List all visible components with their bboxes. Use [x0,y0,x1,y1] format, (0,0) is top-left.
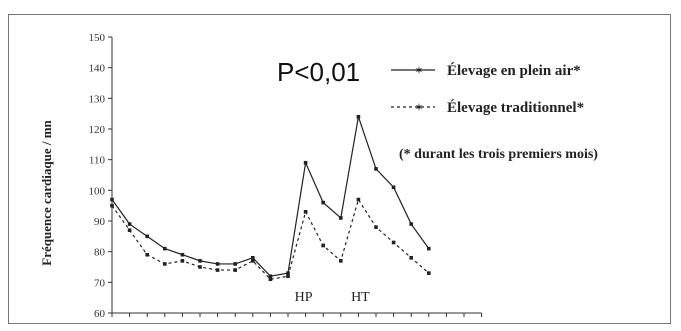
data-point [251,259,255,263]
data-point [427,271,431,275]
data-point [409,222,413,226]
legend-entry-traditionnel: Élevage traditionnel* [447,99,584,116]
series-2 [110,197,431,282]
data-point [303,160,308,165]
legend-solid-marker: ✶ [414,65,423,77]
y-tick-label: 130 [89,93,106,105]
series-layer [110,114,431,282]
legend-dashed-marker: ✶ [414,102,423,114]
data-point [110,197,114,202]
series-line [111,116,430,277]
data-point [339,259,343,263]
y-tick-label: 100 [89,185,106,197]
data-point [427,246,431,251]
legend-entry-plein-air: Élevage en plein air* [447,62,581,79]
data-point [145,252,149,257]
y-tick-label: 60 [94,308,106,320]
line-chart: 60 70 80 90 100 110 120 130 140 150 Fréquence car… [39,32,598,320]
data-point [145,234,149,239]
hp-annotation: HP [295,290,313,305]
footnote-annotation: (* durant les trois premiers mois) [399,147,598,162]
data-point [391,185,396,190]
data-point [215,262,220,266]
data-point [303,210,308,214]
y-tick-label: 80 [94,247,106,259]
axes [111,37,482,314]
y-tick-label: 70 [94,277,106,289]
data-point [127,222,132,226]
data-point [163,246,167,251]
p-value-annotation: P<0,01 [277,57,360,87]
x-ticks [111,313,483,317]
data-point [356,114,361,119]
data-point [286,274,290,278]
data-point [339,216,343,220]
data-point [180,252,185,257]
data-point [233,262,237,266]
data-point [268,277,273,282]
data-point [391,240,396,245]
data-point [233,268,237,272]
data-point [198,259,202,263]
data-point [110,203,114,208]
data-point [321,200,325,205]
data-point [268,274,273,278]
y-tick-label: 140 [89,63,106,75]
data-point [409,256,413,260]
y-axis-label: Fréquence cardiaque / mn [39,119,54,265]
data-point [163,262,167,266]
y-tick-label: 120 [89,124,106,136]
data-point [286,271,290,275]
data-point [251,256,255,260]
ht-annotation: HT [351,290,370,305]
data-point [356,197,361,202]
y-ticks: 60 70 80 90 100 110 120 130 140 150 [89,32,112,320]
y-tick-label: 110 [89,155,106,167]
chart-frame: 60 70 80 90 100 110 120 130 140 150 Fréquence car… [8,14,671,324]
series-line [111,198,430,280]
data-point [321,243,325,248]
y-tick-label: 90 [94,216,106,228]
y-tick-label: 150 [89,32,106,44]
data-point [180,259,185,263]
data-point [215,268,220,272]
series-1 [110,114,431,278]
data-point [127,228,132,232]
data-point [198,265,202,269]
data-point [374,225,378,229]
data-point [374,167,378,171]
